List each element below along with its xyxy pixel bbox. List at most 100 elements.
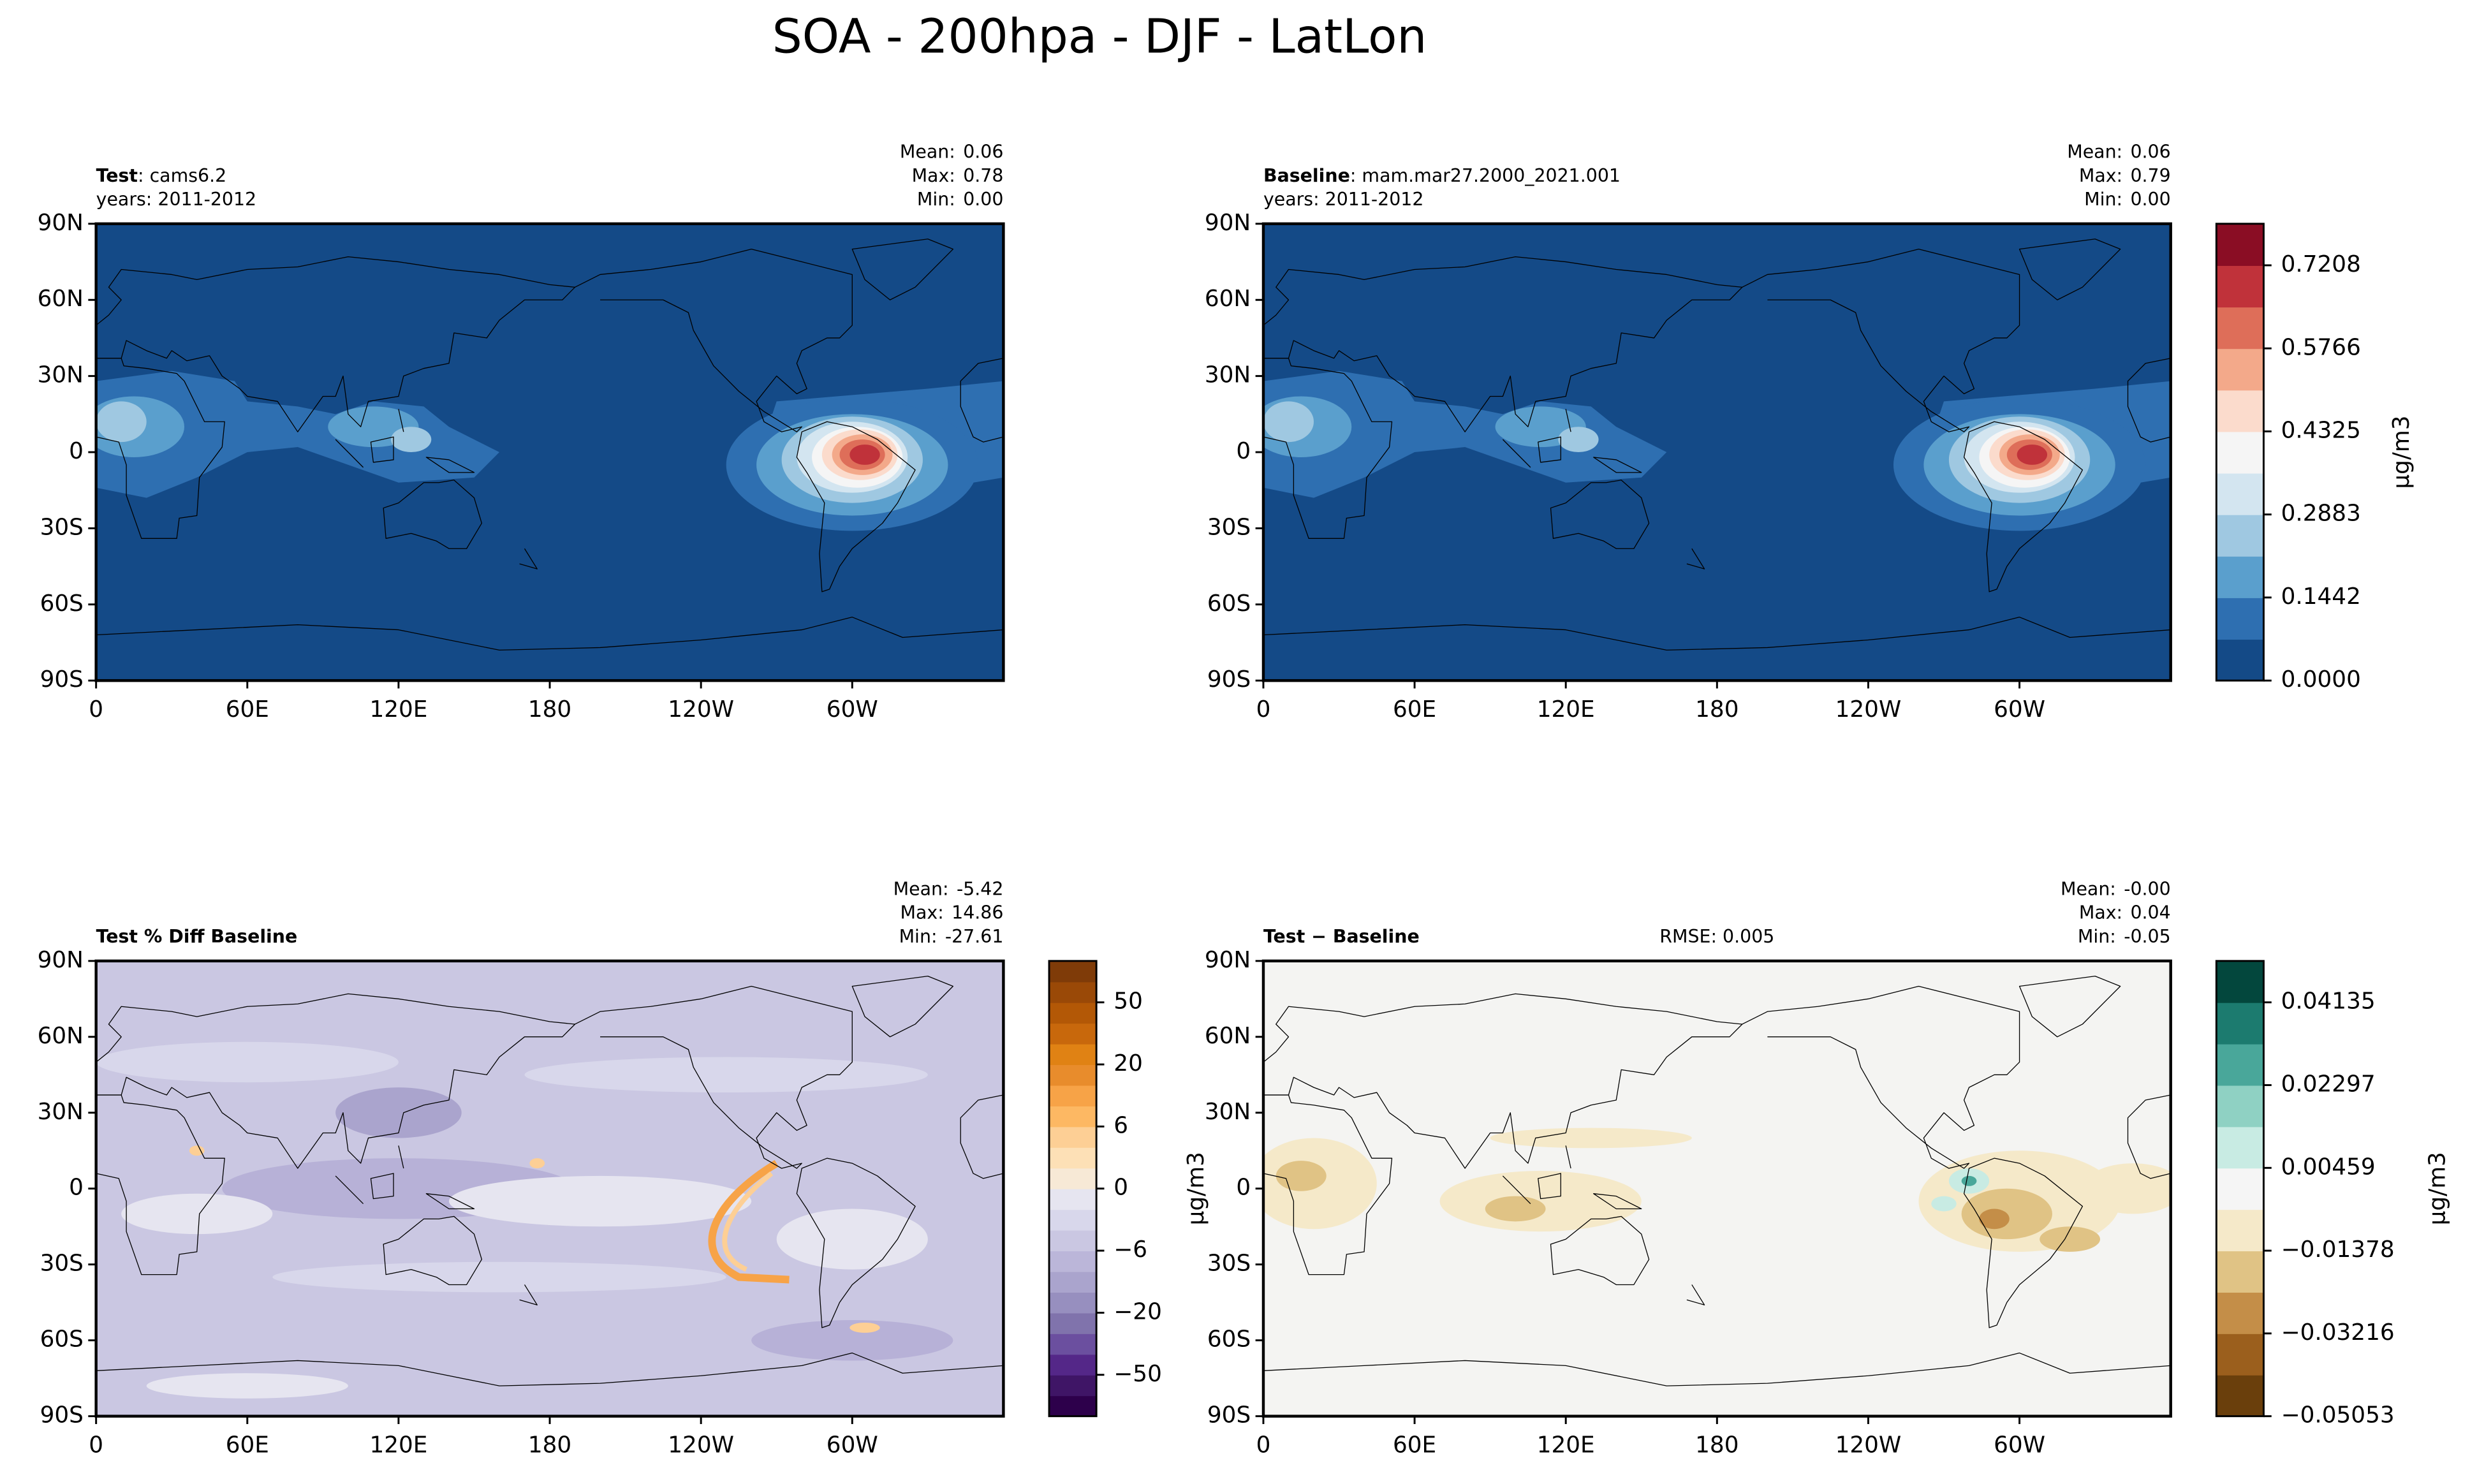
colorbar-frame bbox=[2215, 960, 2265, 1418]
stat: Mean: -0.00 bbox=[2061, 879, 2171, 900]
colorbar-band bbox=[2216, 960, 2264, 1003]
colorbar-band bbox=[2216, 514, 2264, 557]
stat-value: -0.05 bbox=[2124, 926, 2170, 947]
colorbar-band bbox=[2216, 223, 2264, 266]
map-field bbox=[1263, 960, 2171, 1416]
stat-value: 0.00 bbox=[963, 189, 1003, 210]
colorbar-tick-label: 6 bbox=[1114, 1112, 1128, 1138]
y-tick-label: 30N bbox=[1205, 1099, 1251, 1125]
field-blobs bbox=[1263, 396, 2146, 531]
y-tick-label: 60S bbox=[1207, 591, 1251, 617]
stat: Max: 0.79 bbox=[2079, 165, 2171, 186]
colorbar-band bbox=[2216, 265, 2264, 308]
stat: Min: 0.00 bbox=[917, 189, 1004, 210]
panel-years: years: 2011-2012 bbox=[96, 189, 256, 210]
figure-title: SOA - 200hpa - DJF - LatLon bbox=[772, 9, 1427, 64]
colorbar-band bbox=[1049, 1147, 1097, 1169]
colorbar-band bbox=[1049, 1002, 1097, 1024]
colorbar-tick-label: 0.7208 bbox=[2281, 251, 2361, 277]
colorbar-band bbox=[2216, 1251, 2264, 1293]
colorbar-band bbox=[2216, 348, 2264, 391]
stat-value: 0.78 bbox=[963, 165, 1003, 186]
colorbar-band bbox=[2216, 597, 2264, 640]
y-tick-label: 60N bbox=[1205, 286, 1251, 312]
y-tick-label: 90N bbox=[1205, 210, 1251, 236]
stat-label: Max: bbox=[912, 165, 955, 186]
x-tick-label: 120E bbox=[1537, 1432, 1595, 1458]
x-tick-label: 0 bbox=[1256, 1432, 1271, 1458]
x-tick-label: 180 bbox=[528, 1432, 571, 1458]
map-field bbox=[96, 223, 1004, 681]
colorbar-tick-label: −0.01378 bbox=[2281, 1237, 2395, 1263]
stat-value: -5.42 bbox=[957, 879, 1003, 900]
field-blobs bbox=[96, 396, 978, 531]
colorbar-band bbox=[1049, 1043, 1097, 1066]
colorbar-tick-label: 0.5766 bbox=[2281, 334, 2361, 360]
stat: Mean: -5.42 bbox=[893, 879, 1004, 900]
colorbar-band bbox=[2216, 1085, 2264, 1128]
y-tick-label: 90S bbox=[1207, 1402, 1251, 1429]
stat-value: -0.00 bbox=[2124, 879, 2170, 900]
colorbar-band bbox=[2216, 1209, 2264, 1252]
x-tick-label: 0 bbox=[1256, 696, 1271, 723]
y-tick-label: 30S bbox=[1207, 514, 1251, 540]
y-tick-label: 0 bbox=[1236, 1175, 1251, 1201]
colorbar-band bbox=[1049, 1209, 1097, 1231]
x-tick-label: 0 bbox=[89, 1432, 103, 1458]
colorbar-label: μg/m3 bbox=[2425, 1152, 2451, 1225]
colorbar-tick-label: −20 bbox=[1114, 1298, 1162, 1325]
stat-value: 0.04 bbox=[2130, 902, 2170, 923]
colorbar-band bbox=[1049, 1271, 1097, 1293]
colorbar-tick-label: 0.0000 bbox=[2281, 666, 2361, 693]
panel-title: Test: cams6.2 bbox=[96, 165, 227, 186]
colorbar-band bbox=[1049, 1105, 1097, 1128]
colorbar-band bbox=[1049, 1188, 1097, 1210]
stat-label: Max: bbox=[2079, 165, 2122, 186]
stat-value: 0.06 bbox=[2130, 142, 2170, 163]
x-tick-label: 120E bbox=[369, 696, 427, 723]
colorbar-band bbox=[1049, 1023, 1097, 1045]
stat-label: Min: bbox=[899, 926, 937, 947]
annotation: RMSE: 0.005 bbox=[1659, 926, 1774, 947]
x-tick-label: 60W bbox=[1994, 696, 2045, 723]
panel-years: years: 2011-2012 bbox=[1263, 189, 1423, 210]
stat-value: -27.61 bbox=[945, 926, 1004, 947]
colorbar-band bbox=[2216, 1043, 2264, 1086]
colorbar-tick-label: 0.00459 bbox=[2281, 1154, 2376, 1180]
colorbar-tick-label: −50 bbox=[1114, 1361, 1162, 1387]
stat-value: 0.06 bbox=[963, 142, 1003, 163]
x-tick-label: 60E bbox=[226, 1432, 269, 1458]
colorbar-band bbox=[1049, 1291, 1097, 1314]
colorbar-tick-label: 0.02297 bbox=[2281, 1071, 2376, 1098]
colorbar-tick-label: 0.04135 bbox=[2281, 988, 2376, 1015]
stat: Mean: 0.06 bbox=[900, 142, 1003, 163]
stat: Max: 14.86 bbox=[901, 902, 1004, 923]
x-tick-label: 60W bbox=[1994, 1432, 2045, 1458]
colorbar-band bbox=[1049, 1395, 1097, 1417]
stat: Min: -0.05 bbox=[2078, 926, 2171, 947]
colorbar-band bbox=[2216, 431, 2264, 474]
colorbar-tick-label: −0.05053 bbox=[2281, 1402, 2395, 1429]
colorbar-band bbox=[2216, 555, 2264, 598]
panel-title: Baseline: mam.mar27.2000_2021.001 bbox=[1263, 165, 1621, 186]
x-tick-label: 180 bbox=[1695, 1432, 1739, 1458]
colorbar-band bbox=[2216, 390, 2264, 432]
x-tick-label: 60E bbox=[1393, 1432, 1436, 1458]
y-tick-label: 30S bbox=[40, 514, 84, 540]
colorbar-band bbox=[1049, 1312, 1097, 1334]
panel-title-bold: Test bbox=[96, 165, 138, 186]
y-tick-label: 90S bbox=[1207, 666, 1251, 693]
colorbar-band bbox=[1049, 960, 1097, 983]
x-tick-label: 0 bbox=[89, 696, 103, 723]
x-tick-label: 120W bbox=[668, 1432, 734, 1458]
colorbar-tick-label: −0.03216 bbox=[2281, 1319, 2395, 1346]
colorbar-band bbox=[1049, 1333, 1097, 1355]
colorbar-tick-label: 0.2883 bbox=[2281, 501, 2361, 527]
colorbar-frame bbox=[2215, 223, 2265, 682]
colorbar-band bbox=[1049, 981, 1097, 1003]
colorbar-band bbox=[1049, 1168, 1097, 1189]
stat: Min: -27.61 bbox=[899, 926, 1004, 947]
colorbar-band bbox=[1049, 1230, 1097, 1252]
colorbar-tick-label: −6 bbox=[1114, 1237, 1147, 1263]
